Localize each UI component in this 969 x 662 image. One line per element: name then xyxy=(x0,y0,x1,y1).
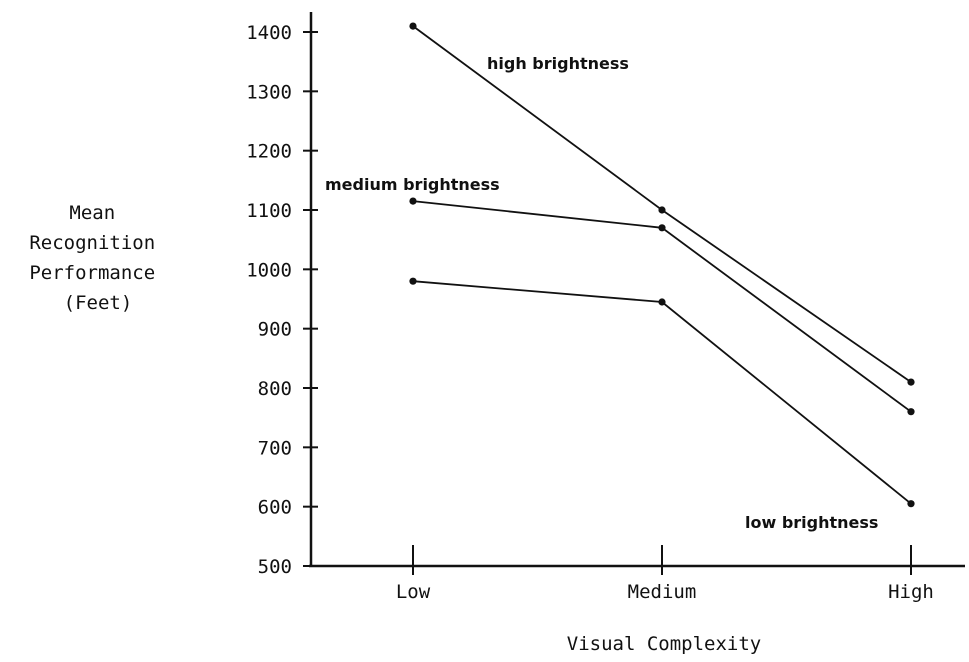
series-points xyxy=(409,22,915,508)
y-tick-label-600: 600 xyxy=(258,497,292,519)
y-tick-label-1000: 1000 xyxy=(246,259,292,281)
data-point-medium-brightness-low xyxy=(409,197,417,205)
data-point-medium-brightness-high xyxy=(907,408,915,416)
data-point-low-brightness-high xyxy=(907,500,915,508)
y-tick-label-900: 900 xyxy=(258,319,292,341)
x-ticks: Low Medium High xyxy=(396,545,934,603)
x-tick-label-medium: Medium xyxy=(628,581,697,603)
series-label-medium-brightness: medium brightness xyxy=(325,175,500,194)
y-axis-title-line-2: Recognition xyxy=(29,232,155,254)
y-tick-label-500: 500 xyxy=(258,556,292,578)
y-axis-title-line-1: Mean xyxy=(69,202,115,224)
y-tick-label-1300: 1300 xyxy=(246,81,292,103)
y-tick-label-1200: 1200 xyxy=(246,141,292,163)
y-axis-title: Mean Recognition Performance (Feet) xyxy=(29,202,166,314)
data-point-low-brightness-medium xyxy=(658,298,666,306)
series-line-high-brightness xyxy=(412,25,912,383)
data-point-high-brightness-low xyxy=(409,22,417,30)
series-label-high-brightness: high brightness xyxy=(487,54,629,73)
x-tick-label-high: High xyxy=(888,581,934,603)
y-axis-title-line-3: Performance xyxy=(29,262,155,284)
series-line-low-brightness xyxy=(412,280,912,505)
data-point-high-brightness-high xyxy=(907,378,915,386)
y-tick-label-1100: 1100 xyxy=(246,200,292,222)
series-label-low-brightness: low brightness xyxy=(745,513,878,532)
x-axis-title: Visual Complexity xyxy=(567,633,761,655)
y-tick-label-800: 800 xyxy=(258,378,292,400)
data-point-high-brightness-medium xyxy=(658,206,666,214)
series-lines xyxy=(412,25,912,505)
data-point-medium-brightness-medium xyxy=(658,224,666,232)
series-line-medium-brightness xyxy=(412,200,912,413)
data-point-low-brightness-low xyxy=(409,277,417,285)
x-tick-label-low: Low xyxy=(396,581,431,603)
y-tick-label-700: 700 xyxy=(258,437,292,459)
y-ticks: 1400 1300 1200 1100 1000 900 800 700 600 500 xyxy=(246,22,318,578)
y-tick-label-1400: 1400 xyxy=(246,22,292,44)
y-axis-title-line-4: (Feet) xyxy=(64,292,133,314)
